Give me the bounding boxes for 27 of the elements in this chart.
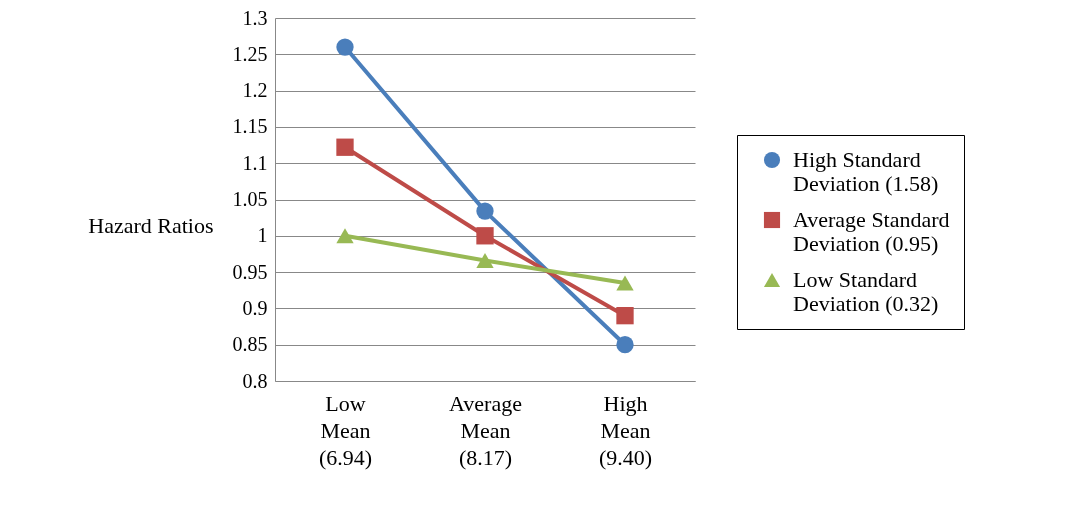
y-tick-label: 1.2 [242, 79, 268, 102]
legend-label: High Standard Deviation (1.58) [793, 147, 939, 196]
point [476, 252, 494, 268]
point [616, 275, 634, 291]
y-tick-label: 1.15 [232, 115, 268, 138]
y-tick-label: 1.1 [242, 151, 268, 174]
x-tick-label: Average Mean (8.17) [449, 390, 522, 470]
legend-label: Average Standard Deviation (0.95) [793, 207, 950, 256]
y-tick-label: 0.9 [242, 296, 268, 319]
point [476, 202, 494, 220]
x-tick-label: High Mean (9.40) [598, 390, 653, 470]
y-tick-label: 0.8 [242, 369, 268, 392]
legend-label: Low Standard Deviation (0.32) [793, 267, 939, 316]
y-tick-label: 0.95 [232, 260, 268, 283]
y-tick-label: 1 [257, 224, 268, 247]
y-tick-label: 1.05 [232, 188, 268, 210]
point [336, 138, 354, 156]
point [616, 307, 634, 325]
point [336, 38, 354, 56]
y-tick-label: 0.85 [232, 333, 268, 356]
y-tick-label: 1.25 [232, 42, 268, 65]
point [336, 228, 354, 244]
point [476, 227, 494, 245]
x-tick-label: Low Mean (6.94) [318, 390, 373, 470]
y-tick-label: 1.3 [242, 6, 268, 29]
y-axis-title: Hazard Ratios [88, 212, 214, 238]
point [616, 336, 634, 354]
